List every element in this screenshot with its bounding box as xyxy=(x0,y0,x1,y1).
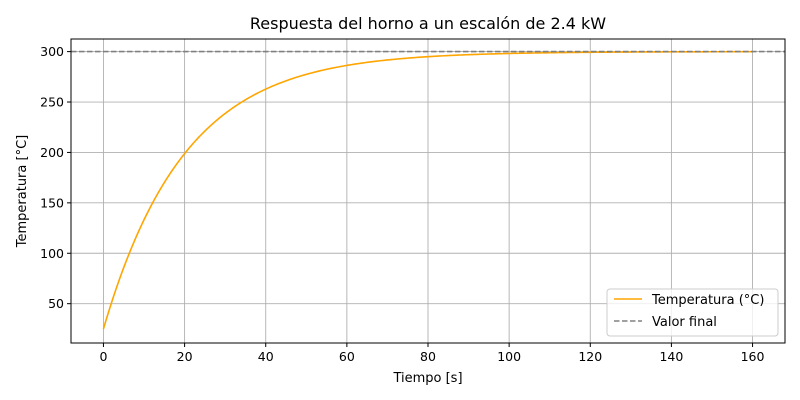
x-tick-label: 20 xyxy=(177,349,193,364)
y-tick-label: 200 xyxy=(40,145,64,160)
y-axis-label: Temperatura [°C] xyxy=(15,135,30,248)
y-tick-label: 300 xyxy=(40,44,64,59)
y-tick-label: 250 xyxy=(40,95,64,110)
legend: Temperatura (°C) Valor final xyxy=(606,288,779,337)
x-tick-label: 0 xyxy=(99,349,107,364)
y-tick-label: 100 xyxy=(40,246,64,261)
y-tick-label: 50 xyxy=(48,296,64,311)
x-tick-label: 40 xyxy=(258,349,274,364)
x-tick-label: 100 xyxy=(497,349,521,364)
x-tick-label: 140 xyxy=(659,349,683,364)
legend-label-valor-final: Valor final xyxy=(652,315,717,330)
x-axis-label: Tiempo [s] xyxy=(392,371,462,386)
legend-box xyxy=(606,288,779,337)
x-tick-label: 120 xyxy=(578,349,602,364)
plot-lines xyxy=(71,50,785,330)
x-tick-label: 80 xyxy=(420,349,436,364)
chart-title: Respuesta del horno a un escalón de 2.4 … xyxy=(250,14,606,33)
ticks: 0 20 40 60 80 100 120 140 160 50 100 150 200 250 300 xyxy=(40,44,764,364)
x-tick-label: 160 xyxy=(741,349,765,364)
y-tick-label: 150 xyxy=(40,195,64,210)
legend-label-temperatura: Temperatura (°C) xyxy=(651,293,764,308)
x-tick-label: 60 xyxy=(339,349,355,364)
